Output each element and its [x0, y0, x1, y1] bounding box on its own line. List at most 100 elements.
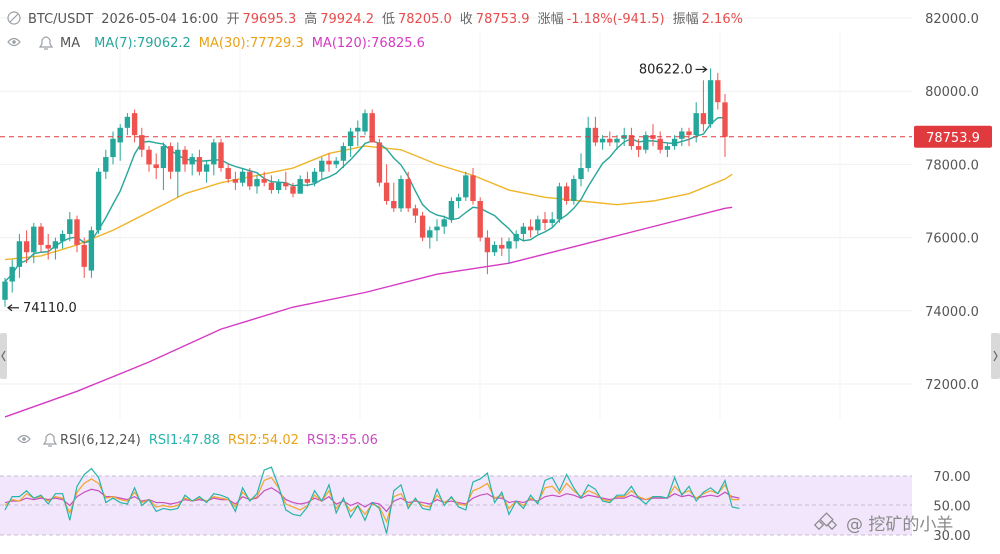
candle-body: [117, 127, 123, 143]
candle-body: [542, 219, 548, 223]
candle-body: [549, 219, 555, 223]
candle-body: [16, 241, 23, 267]
candle-body: [52, 241, 59, 249]
rsi2-value: RSI2:54.02: [228, 433, 299, 448]
change-value: -1.18%(-941.5): [567, 12, 665, 27]
candle-body: [95, 171, 102, 231]
candle-body: [290, 186, 296, 194]
candle-body: [2, 281, 8, 300]
candle-body: [722, 102, 728, 137]
change-label: 涨幅: [538, 12, 564, 27]
candle-body: [499, 244, 505, 249]
ma120-value: MA(120):76825.6: [312, 36, 425, 51]
last-price-value: 78753.9: [926, 131, 980, 146]
rsi-legend[interactable]: RSI(6,12,24) RSI1:47.88 RSI2:54.02 RSI3:55.…: [17, 433, 378, 448]
candle-body: [455, 197, 462, 201]
candle-body: [124, 116, 131, 128]
candle-body: [585, 127, 591, 169]
candle-body: [297, 179, 303, 194]
candle-body: [59, 233, 66, 242]
diamond-logo-icon: [813, 512, 838, 531]
candle-body: [110, 138, 116, 158]
candle-body: [628, 135, 635, 147]
candle-body: [686, 131, 692, 136]
candle-body: [599, 138, 606, 143]
candle-body: [232, 179, 239, 183]
close-value: 78753.9: [476, 12, 530, 27]
bell-icon[interactable]: [38, 36, 54, 50]
candle-body: [592, 127, 599, 143]
eye-icon[interactable]: [7, 37, 21, 47]
ma7-line: [4, 116, 726, 283]
low-label: 低: [382, 12, 395, 27]
candle-body: [614, 138, 620, 143]
candle-body: [67, 219, 73, 234]
scroll-left-handle[interactable]: [0, 333, 7, 379]
candle-body: [571, 179, 577, 201]
candle-body: [693, 113, 699, 136]
ma-lines: [4, 116, 733, 418]
candle-body: [160, 146, 167, 169]
open-value: 79695.3: [242, 12, 296, 27]
low-value: 78205.0: [398, 12, 452, 27]
bell-icon[interactable]: [42, 433, 58, 447]
rsi3-value: RSI3:55.06: [307, 433, 378, 448]
candle-body: [657, 138, 663, 150]
candle-body: [81, 244, 87, 267]
candle-body: [520, 226, 527, 234]
price-tick-label: 76000.0: [925, 232, 979, 247]
watermark-text: @ 挖矿的小羊: [846, 515, 953, 535]
candle-body: [362, 113, 368, 132]
candle-body: [131, 113, 138, 136]
watermark: @ 挖矿的小羊: [813, 512, 953, 535]
candle-body: [38, 226, 44, 245]
candle-body: [355, 127, 361, 132]
high-arrow-head: [702, 65, 708, 73]
candle-body: [239, 171, 246, 183]
ohlc-info-icon[interactable]: [7, 11, 21, 25]
low-annotation: 74110.0: [23, 301, 77, 316]
candle-body: [319, 160, 325, 172]
candle-body: [326, 160, 332, 165]
datetime: 2026-05-04 16:00: [101, 12, 218, 27]
candle-body: [506, 241, 512, 249]
candle-body: [311, 171, 318, 183]
candle-body: [448, 201, 455, 220]
rsi-tick-label: 50.00: [933, 500, 970, 515]
candle-body: [211, 142, 217, 165]
candle-body: [189, 157, 195, 165]
candle-body: [254, 179, 260, 187]
price-tick-label: 72000.0: [925, 378, 979, 393]
candle-body: [225, 168, 231, 180]
last-price-tag[interactable]: [914, 125, 992, 148]
ma-legend[interactable]: MA MA(7):79062.2 MA(30):77729.3 MA(120):768…: [7, 36, 425, 51]
candle-body: [268, 182, 275, 191]
price-tick-label: 80000.0: [925, 85, 979, 100]
symbol: BTC/USDT: [28, 12, 93, 27]
rsi-label: RSI(6,12,24): [60, 433, 141, 448]
candle-body: [441, 219, 447, 227]
candle-body: [196, 157, 203, 172]
candle-body: [707, 80, 714, 125]
candle-body: [247, 171, 253, 187]
candle-body: [376, 142, 383, 183]
candle-body: [340, 146, 347, 161]
candle-body: [333, 160, 339, 165]
candle-body: [203, 164, 210, 172]
candle-body: [484, 237, 491, 253]
candles: [2, 68, 728, 307]
eye-icon[interactable]: [17, 434, 31, 444]
candle-body: [491, 244, 498, 253]
high-label: 高: [304, 11, 317, 27]
candle-body: [304, 179, 311, 183]
candle-body: [679, 131, 685, 139]
amp-value: 2.16%: [702, 12, 743, 27]
candle-body: [671, 138, 678, 147]
scroll-right-handle[interactable]: [991, 333, 1000, 379]
candle-body: [383, 182, 390, 201]
rsi-tick-label: 30.00: [933, 529, 970, 544]
